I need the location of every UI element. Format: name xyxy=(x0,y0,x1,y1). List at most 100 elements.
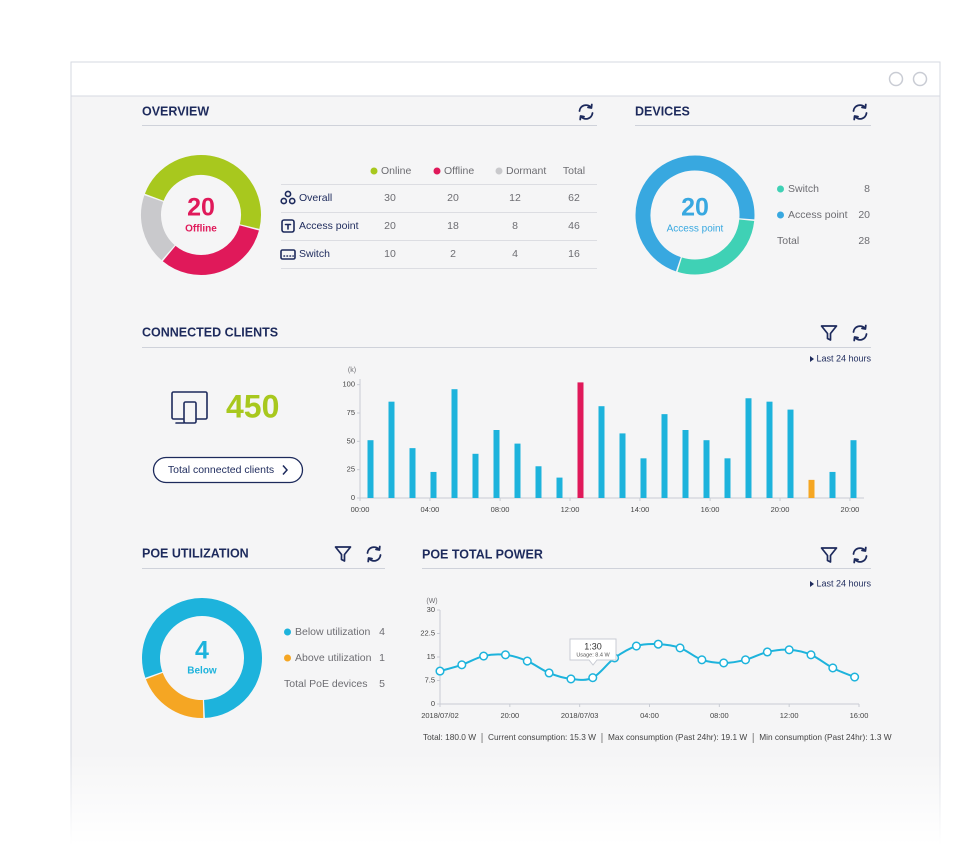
donut-segment xyxy=(635,155,755,272)
donut-segment xyxy=(144,155,261,229)
column-header: Online xyxy=(381,165,412,177)
column-header: Dormant xyxy=(506,165,546,177)
donut-segment xyxy=(142,598,262,718)
bar xyxy=(430,471,437,498)
table-cell: 2 xyxy=(450,248,456,260)
donut-segment xyxy=(677,219,755,275)
section-title: POE UTILIZATION xyxy=(142,546,249,560)
legend-value: 1 xyxy=(379,652,385,664)
legend-label: Above utilization xyxy=(295,652,372,664)
table-cell: 16 xyxy=(568,248,580,260)
donut-label: Offline xyxy=(185,224,217,235)
power-point xyxy=(435,666,445,676)
range-arrow xyxy=(810,581,814,587)
clients-button[interactable] xyxy=(152,456,304,484)
legend-dot xyxy=(777,211,784,219)
window xyxy=(70,61,941,845)
power-point xyxy=(631,641,641,651)
window-button[interactable] xyxy=(888,71,904,87)
footer-text: Min consumption (Past 24hr): 1.3 W xyxy=(759,732,892,742)
bar xyxy=(514,443,521,498)
clients-total: 450 xyxy=(226,388,279,424)
table-cell: 20 xyxy=(447,192,459,204)
y-tick-label: 0 xyxy=(351,493,355,502)
bar xyxy=(682,430,689,498)
column-header: Offline xyxy=(444,165,474,177)
overall-icon xyxy=(280,190,296,205)
title-bar xyxy=(70,61,941,97)
bar xyxy=(703,440,710,498)
table-cell: 62 xyxy=(568,192,580,204)
legend-dot xyxy=(284,628,291,636)
y-tick-label: 50 xyxy=(347,436,355,445)
power-point xyxy=(479,651,489,661)
bar xyxy=(787,409,794,498)
x-tick-label: 2018/07/03 xyxy=(561,711,599,720)
y-tick-label: 0 xyxy=(431,699,435,708)
bar xyxy=(598,406,605,498)
power-point xyxy=(762,647,772,657)
bar xyxy=(745,398,752,498)
y-tick-label: 75 xyxy=(347,408,355,417)
poe-legend: Below utilization 4 Above utilization 1 Tota… xyxy=(284,626,385,690)
bar xyxy=(388,401,395,498)
x-tick-label: 16:00 xyxy=(850,711,869,720)
bar xyxy=(535,466,542,498)
legend-dot xyxy=(495,167,503,175)
clients-chart: (k) 0 25 50 75 100 00:00 04:00 08:00 12:00 14:00 16… xyxy=(342,367,864,514)
y-axis-label: (k) xyxy=(348,367,356,374)
legend-dot xyxy=(777,185,784,193)
table-cell: 12 xyxy=(509,192,521,204)
bar xyxy=(577,382,584,498)
legend-value: 28 xyxy=(858,235,870,247)
clients-button-label[interactable]: Total connected clients xyxy=(168,464,274,476)
bar xyxy=(724,458,731,498)
row-label: Switch xyxy=(299,248,330,260)
power-point xyxy=(806,650,816,660)
section-title: POE TOTAL POWER xyxy=(422,547,543,561)
bar xyxy=(556,477,563,498)
poe-utilization-section: POE UTILIZATION 4 Below Below utilizatio… xyxy=(142,545,385,718)
clients-icon xyxy=(171,391,208,424)
window-button[interactable] xyxy=(912,71,928,87)
donut-label: Below xyxy=(187,666,217,677)
table-cell: 4 xyxy=(512,248,518,260)
legend-dot xyxy=(433,167,441,175)
clients-section: CONNECTED CLIENTS Last 24 hours 450 Tota… xyxy=(142,324,871,514)
power-point xyxy=(544,668,554,678)
donut-value: 4 xyxy=(195,637,209,665)
table-cell: 30 xyxy=(384,192,396,204)
y-tick-label: 100 xyxy=(342,380,355,389)
power-point xyxy=(588,673,598,683)
power-point xyxy=(784,645,794,655)
poe-donut xyxy=(142,598,262,718)
range-arrow xyxy=(810,356,814,362)
tooltip-title: 1:30 xyxy=(584,641,602,651)
poe-power-section: POE TOTAL POWER Last 24 hours (W) 0 7.5 15 2… xyxy=(420,546,892,743)
power-chart: (W) 0 7.5 15 22.5 30 2018/07/02 20:00 2018/07/03… xyxy=(420,598,868,720)
y-tick-label: 25 xyxy=(347,465,355,474)
table-cell: 10 xyxy=(384,248,396,260)
legend-value: 4 xyxy=(379,626,385,638)
donut-segment xyxy=(145,672,204,718)
donut-label: Access point xyxy=(667,224,724,235)
range-label[interactable]: Last 24 hours xyxy=(816,353,871,363)
power-point xyxy=(740,655,751,665)
bar xyxy=(367,440,374,498)
legend-label: Total xyxy=(777,235,799,247)
x-tick-label: 00:00 xyxy=(351,505,370,514)
legend-value: 20 xyxy=(858,209,870,221)
x-tick-label: 08:00 xyxy=(491,505,510,514)
bar xyxy=(661,414,668,498)
power-footer: Total: 180.0 W Current consumption: 15.3 … xyxy=(423,732,892,743)
row-label: Overall xyxy=(299,192,332,204)
x-tick-label: 20:00 xyxy=(841,505,860,514)
footer-text: Current consumption: 15.3 W xyxy=(488,732,596,742)
bar xyxy=(619,433,626,498)
access-point-icon xyxy=(281,219,295,233)
footer-text: Max consumption (Past 24hr): 19.1 W xyxy=(608,732,747,742)
range-label[interactable]: Last 24 hours xyxy=(816,578,871,588)
power-point xyxy=(850,672,860,682)
y-tick-label: 30 xyxy=(427,605,435,614)
